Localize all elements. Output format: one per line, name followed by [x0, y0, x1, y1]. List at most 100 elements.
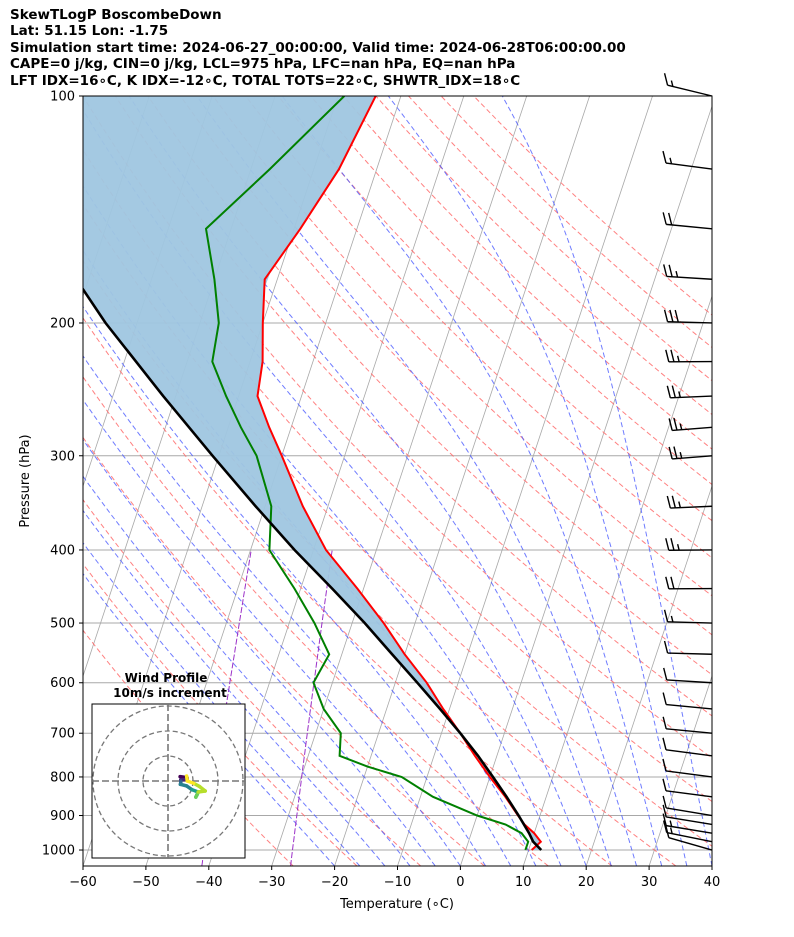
y-tick-label: 500 — [50, 617, 75, 632]
isotherm — [775, 96, 794, 866]
wind-barb — [662, 778, 713, 798]
moist-adiabat — [281, 96, 663, 866]
hodograph-title: Wind Profile — [125, 671, 208, 685]
dry-adiabat — [245, 96, 712, 559]
barb-staff — [667, 321, 713, 324]
barb-half-flag — [675, 270, 679, 278]
barb-flag — [670, 349, 675, 362]
y-axis-label: Pressure (hPa) — [18, 434, 33, 527]
cin-shaded-area — [83, 96, 542, 850]
barb-flag — [662, 150, 667, 164]
x-tick-label: 20 — [578, 875, 595, 890]
barb-flag — [671, 495, 676, 508]
moist-adiabat — [83, 399, 461, 866]
barb-half-flag — [678, 391, 681, 398]
wind-barb — [665, 576, 713, 590]
barb-flag — [663, 667, 668, 681]
dry-adiabat — [83, 498, 422, 866]
hodograph-subtitle: 10m/s increment — [113, 686, 227, 700]
barb-flag — [662, 758, 667, 772]
dry-adiabat — [473, 96, 712, 316]
background-lines — [83, 96, 794, 866]
wind-barb — [662, 150, 713, 170]
wind-barb — [662, 795, 713, 817]
barb-staff — [670, 505, 713, 509]
barb-flag — [662, 737, 667, 750]
moist-adiabat — [83, 572, 335, 866]
barb-staff — [666, 275, 713, 280]
barb-staff — [667, 84, 713, 97]
moist-adiabat — [83, 305, 512, 866]
x-axis-label: Temperature (∘C) — [339, 897, 454, 912]
x-tick-label: 30 — [641, 875, 658, 890]
mixing-ratio-line — [290, 549, 333, 866]
wind-barb — [662, 758, 713, 778]
y-tick-label: 400 — [50, 543, 75, 558]
barb-staff — [666, 679, 713, 684]
wind-barb — [665, 825, 713, 851]
barb-half-flag — [679, 452, 683, 459]
isotherm — [460, 105, 712, 866]
wind-barb — [662, 813, 713, 834]
dewpoint-line — [204, 96, 530, 851]
x-tick-label: −40 — [195, 875, 222, 890]
wind-barb — [666, 495, 713, 509]
wind-barb — [665, 538, 713, 551]
moist-adiabat — [83, 109, 587, 866]
barb-staff — [666, 816, 713, 826]
barb-flag — [668, 264, 673, 277]
barb-flag — [670, 576, 675, 589]
wind-barb — [668, 446, 713, 460]
wind-barb — [662, 692, 713, 710]
barb-staff — [670, 395, 713, 399]
barb-half-flag — [669, 157, 673, 164]
barb-half-flag — [669, 827, 673, 834]
barb-staff — [666, 703, 713, 710]
x-tick-label: −50 — [132, 875, 159, 890]
dry-adiabat — [440, 96, 712, 349]
wind-barb — [663, 609, 713, 624]
barb-flag — [662, 692, 667, 705]
moist-adiabat — [83, 438, 436, 866]
dry-adiabat — [342, 96, 712, 450]
barb-flag — [668, 418, 673, 431]
barb-flag — [662, 212, 667, 225]
barb-half-flag — [670, 615, 674, 623]
wind-barb — [666, 385, 713, 399]
barb-flag — [674, 309, 679, 323]
wind-barb — [663, 309, 713, 324]
x-tick-label: 10 — [515, 875, 532, 890]
location-line: Lat: 51.15 Lon: -1.75 — [10, 23, 169, 40]
barb-half-flag — [678, 501, 681, 508]
barb-half-flag — [676, 544, 680, 551]
barb-flag — [666, 495, 671, 509]
dry-adiabat — [83, 376, 549, 866]
y-tick-label: 1000 — [42, 844, 75, 859]
moist-adiabat — [387, 96, 688, 866]
barb-flag — [662, 778, 667, 791]
barb-flag — [662, 804, 667, 818]
y-tick-label: 900 — [50, 809, 75, 824]
barb-flag — [662, 716, 667, 729]
barb-staff — [668, 837, 713, 851]
hodograph-inset: Wind Profile 10m/s increment — [91, 671, 246, 859]
barb-half-flag — [676, 355, 680, 362]
wind-barb — [665, 349, 713, 363]
chart-title: SkewTLogP BoscombeDown — [10, 7, 222, 23]
moist-adiabat — [128, 96, 612, 866]
moist-adiabat — [501, 96, 712, 866]
dry-adiabat — [277, 96, 712, 522]
barb-flag — [673, 417, 678, 431]
x-tick-label: 0 — [456, 875, 464, 890]
barb-half-flag — [669, 820, 673, 827]
y-tick-label: 600 — [50, 676, 75, 691]
wind-barb — [662, 737, 713, 757]
profile-lines — [83, 96, 543, 851]
barb-flag — [665, 825, 670, 838]
dry-adiabat — [83, 436, 485, 866]
barb-staff — [666, 807, 713, 817]
barb-half-flag — [679, 423, 683, 430]
wind-barb — [663, 640, 713, 655]
wind-barb — [663, 264, 713, 280]
